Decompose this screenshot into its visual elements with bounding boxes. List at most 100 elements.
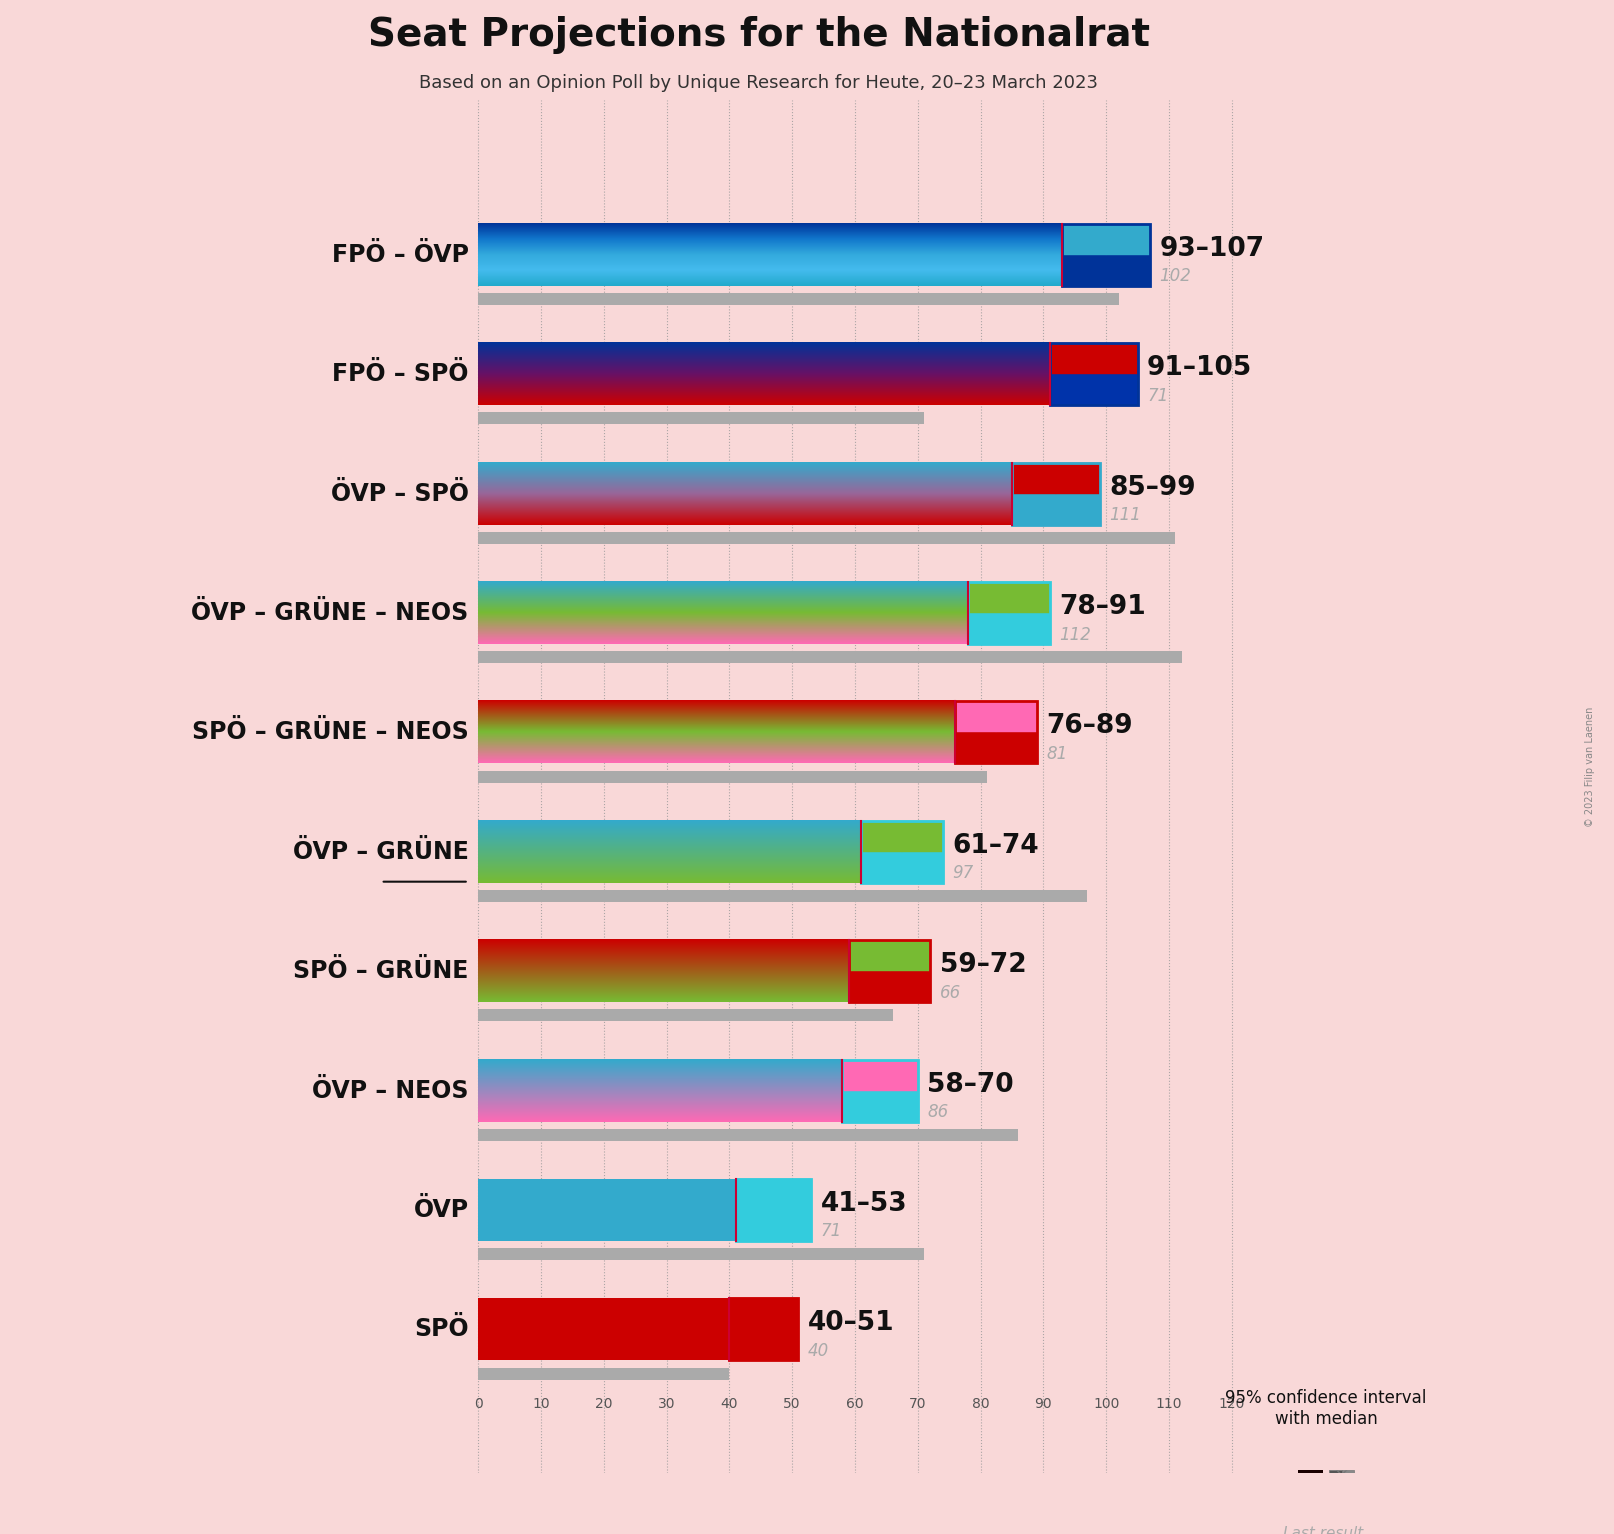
Text: 30: 30 bbox=[659, 1397, 675, 1411]
Text: SPÖ: SPÖ bbox=[415, 1318, 468, 1341]
Text: ÖVP: ÖVP bbox=[413, 1198, 468, 1223]
Bar bbox=[955, 701, 1038, 764]
Text: 97: 97 bbox=[952, 864, 973, 882]
Bar bbox=[773, 1180, 810, 1241]
Text: 0: 0 bbox=[475, 1397, 483, 1411]
Bar bbox=[1062, 224, 1151, 285]
Bar bbox=[478, 770, 986, 782]
Bar bbox=[478, 293, 1119, 305]
Text: FPÖ – ÖVP: FPÖ – ÖVP bbox=[331, 242, 468, 267]
Text: 81: 81 bbox=[1046, 746, 1068, 762]
Text: 111: 111 bbox=[1109, 506, 1141, 525]
Text: ÖVP – GRÜNE: ÖVP – GRÜNE bbox=[292, 839, 468, 864]
Bar bbox=[849, 940, 930, 1002]
Text: ÖVP – SPÖ: ÖVP – SPÖ bbox=[331, 482, 468, 506]
Text: 40–51: 40–51 bbox=[809, 1310, 894, 1336]
Bar bbox=[862, 821, 902, 851]
Text: 78–91: 78–91 bbox=[1059, 594, 1146, 620]
Bar bbox=[1094, 374, 1138, 405]
Text: 71: 71 bbox=[820, 1223, 841, 1241]
Text: 60: 60 bbox=[846, 1397, 863, 1411]
Text: 120: 120 bbox=[1219, 1397, 1244, 1411]
Bar bbox=[730, 1298, 799, 1361]
Bar bbox=[843, 1060, 918, 1121]
Bar bbox=[1056, 463, 1101, 494]
Text: 40: 40 bbox=[720, 1397, 738, 1411]
Text: ÖVP – GRÜNE – NEOS: ÖVP – GRÜNE – NEOS bbox=[192, 601, 468, 624]
Bar bbox=[1330, 1470, 1341, 1511]
Bar bbox=[1341, 1470, 1354, 1511]
Bar bbox=[478, 1249, 925, 1259]
Bar bbox=[1049, 344, 1138, 405]
Text: 85–99: 85–99 bbox=[1109, 474, 1196, 500]
Bar bbox=[1094, 344, 1138, 374]
Text: 80: 80 bbox=[972, 1397, 989, 1411]
Text: SPÖ – GRÜNE – NEOS: SPÖ – GRÜNE – NEOS bbox=[192, 721, 468, 744]
Text: Last result: Last result bbox=[1283, 1526, 1364, 1534]
Text: 66: 66 bbox=[939, 983, 960, 1002]
Bar bbox=[849, 971, 889, 1002]
Text: 95% confidence interval
with median: 95% confidence interval with median bbox=[1225, 1390, 1427, 1428]
Bar bbox=[996, 732, 1038, 764]
Text: 93–107: 93–107 bbox=[1159, 236, 1265, 262]
Bar bbox=[862, 851, 902, 884]
Bar bbox=[1012, 463, 1101, 525]
Bar bbox=[1106, 224, 1151, 255]
Text: SPÖ – GRÜNE: SPÖ – GRÜNE bbox=[294, 959, 468, 983]
Bar bbox=[849, 940, 889, 971]
Bar bbox=[478, 1129, 1018, 1141]
Bar bbox=[478, 1180, 736, 1241]
Bar bbox=[478, 532, 1175, 545]
Bar bbox=[1049, 374, 1094, 405]
Text: 41–53: 41–53 bbox=[820, 1190, 907, 1216]
Bar bbox=[736, 1180, 773, 1241]
Text: 50: 50 bbox=[783, 1397, 801, 1411]
Bar bbox=[1012, 463, 1056, 494]
Bar bbox=[1012, 494, 1056, 525]
Bar bbox=[478, 890, 1088, 902]
Bar bbox=[996, 701, 1038, 732]
Text: 91–105: 91–105 bbox=[1148, 356, 1252, 382]
Text: 90: 90 bbox=[1035, 1397, 1052, 1411]
Text: 20: 20 bbox=[596, 1397, 612, 1411]
Bar bbox=[1009, 581, 1049, 614]
Bar bbox=[880, 1091, 918, 1121]
Bar bbox=[1062, 224, 1106, 255]
Text: © 2023 Filip van Laenen: © 2023 Filip van Laenen bbox=[1585, 707, 1595, 827]
Text: Seat Projections for the Nationalrat: Seat Projections for the Nationalrat bbox=[368, 15, 1149, 54]
Text: 61–74: 61–74 bbox=[952, 833, 1039, 859]
Text: 71: 71 bbox=[1148, 387, 1169, 405]
Bar bbox=[478, 413, 925, 425]
Bar bbox=[478, 1368, 730, 1379]
Bar bbox=[478, 652, 1181, 663]
Text: 10: 10 bbox=[533, 1397, 550, 1411]
Bar bbox=[902, 821, 943, 851]
Bar bbox=[478, 1009, 893, 1022]
Bar bbox=[736, 1180, 810, 1241]
Bar bbox=[862, 821, 943, 884]
Bar bbox=[955, 732, 996, 764]
Text: Based on an Opinion Poll by Unique Research for Heute, 20–23 March 2023: Based on an Opinion Poll by Unique Resea… bbox=[420, 74, 1098, 92]
Bar bbox=[1009, 614, 1049, 644]
Bar bbox=[889, 940, 930, 971]
Text: 76–89: 76–89 bbox=[1046, 713, 1133, 739]
Text: 59–72: 59–72 bbox=[939, 953, 1027, 979]
Text: 86: 86 bbox=[926, 1103, 949, 1121]
Text: 40: 40 bbox=[809, 1342, 830, 1359]
Bar bbox=[902, 851, 943, 884]
Text: 58–70: 58–70 bbox=[926, 1072, 1014, 1098]
Bar bbox=[880, 1060, 918, 1091]
Bar bbox=[955, 701, 996, 732]
Text: ÖVP – NEOS: ÖVP – NEOS bbox=[312, 1078, 468, 1103]
Bar bbox=[1062, 255, 1106, 285]
Bar bbox=[1056, 494, 1101, 525]
Bar bbox=[968, 581, 1009, 614]
Text: 112: 112 bbox=[1059, 626, 1091, 644]
Text: FPÖ – SPÖ: FPÖ – SPÖ bbox=[332, 362, 468, 387]
Bar bbox=[843, 1060, 880, 1091]
Bar bbox=[889, 971, 930, 1002]
Bar bbox=[1049, 344, 1094, 374]
Bar bbox=[968, 581, 1049, 644]
Bar bbox=[478, 1298, 730, 1361]
Text: 100: 100 bbox=[1093, 1397, 1120, 1411]
